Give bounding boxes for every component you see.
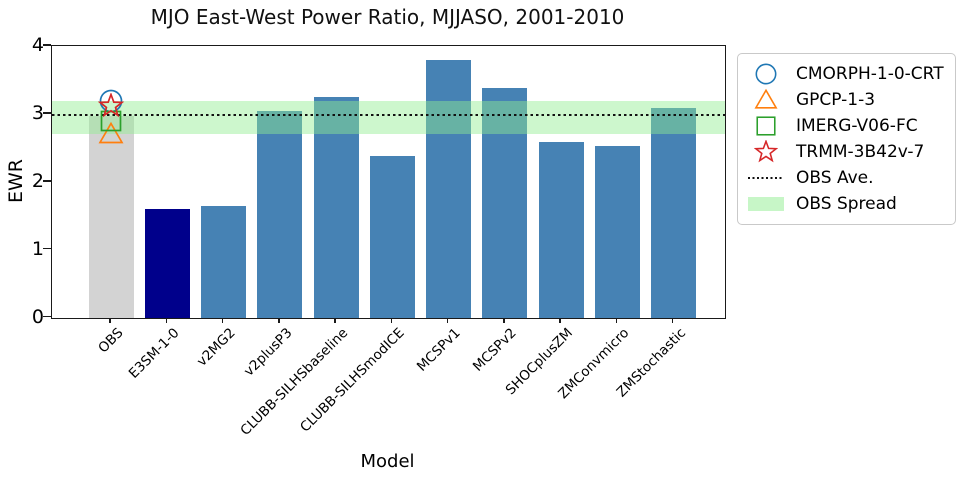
legend-item-CMORPH-1-0-CRT: CMORPH-1-0-CRT <box>746 61 949 87</box>
legend-item-obs-spread: OBS Spread <box>746 191 949 217</box>
x-tick-ZMStochastic <box>671 318 674 323</box>
bar-ZMStochastic <box>651 108 696 318</box>
x-tick-v2MG2 <box>221 318 224 323</box>
bar-v2MG2 <box>201 206 246 318</box>
bar-CLUBB-SILHSbaseline <box>313 96 359 318</box>
x-tick-OBS <box>109 318 111 323</box>
obs-ave-legend-sample <box>746 176 786 180</box>
bar-SHOCplusZM <box>538 142 584 318</box>
x-tick-label-CLUBB-SILHSmodICE: CLUBB-SILHSmodICE <box>297 324 408 435</box>
legend-item-TRMM-3B42v-7: TRMM-3B42v-7 <box>746 139 949 165</box>
chart-title: MJO East-West Power Ratio, MJJASO, 2001-… <box>150 5 625 29</box>
x-tick-MCSPv1 <box>446 318 449 323</box>
x-tick-CLUBB-SILHSbaseline <box>334 318 336 323</box>
bar-MCSPv2 <box>482 87 528 318</box>
x-tick-label-CLUBB-SILHSbaseline: CLUBB-SILHSbaseline <box>237 324 352 439</box>
x-tick-E3SM-1-0 <box>165 318 167 323</box>
y-tick-label-3: 3 <box>31 101 44 124</box>
spread-band-sample <box>748 197 784 211</box>
y-tick-label-1: 1 <box>31 237 44 260</box>
legend-item-GPCP-1-3: GPCP-1-3 <box>746 87 949 113</box>
legend-label: TRMM-3B42v-7 <box>796 142 925 162</box>
y-tick-label-2: 2 <box>31 169 44 192</box>
bar-v2plusP3 <box>257 110 303 318</box>
x-tick-MCSPv2 <box>503 318 505 323</box>
x-tick-v2plusP3 <box>278 318 280 323</box>
legend-label: CMORPH-1-0-CRT <box>796 64 944 84</box>
x-tick-label-MCSPv1: MCSPv1 <box>414 324 464 375</box>
obs-spread-legend-sample <box>746 197 786 211</box>
y-tick-label-4: 4 <box>31 34 44 56</box>
dotted-line-sample <box>748 176 784 180</box>
y-tick-2 <box>43 180 51 182</box>
CMORPH-1-0-CRT-legend-sample <box>746 62 786 86</box>
y-tick-3 <box>43 112 51 114</box>
legend: CMORPH-1-0-CRT GPCP-1-3 IMERG-V06-FC TRMM-3… <box>737 53 956 225</box>
bar-MCSPv1 <box>426 60 471 318</box>
y-tick-label-0: 0 <box>31 305 44 328</box>
x-tick-CLUBB-SILHSmodICE <box>390 318 392 323</box>
obs-spread-band <box>52 100 725 135</box>
y-tick-0 <box>43 315 51 318</box>
x-tick-SHOCplusZM <box>559 318 561 323</box>
legend-label: GPCP-1-3 <box>796 90 876 110</box>
x-tick-label-v2plusP3: v2plusP3 <box>240 324 296 380</box>
x-tick-ZMConvmicro <box>615 318 617 323</box>
obs-average-line <box>52 113 725 117</box>
legend-item-obs-ave: OBS Ave. <box>746 165 949 191</box>
legend-item-IMERG-V06-FC: IMERG-V06-FC <box>746 113 949 139</box>
y-tick-4 <box>43 44 51 46</box>
legend-label: OBS Spread <box>796 194 897 214</box>
legend-label: IMERG-V06-FC <box>796 116 918 136</box>
star-marker-TRMM-3B42v-7 <box>97 91 125 119</box>
TRMM-3B42v-7-legend-sample <box>746 140 786 164</box>
legend-items: CMORPH-1-0-CRT GPCP-1-3 IMERG-V06-FC TRMM-3… <box>746 61 949 217</box>
x-tick-label-E3SM-1-0: E3SM-1-0 <box>125 324 183 382</box>
bar-CLUBB-SILHSmodICE <box>369 156 415 318</box>
bar-ZMConvmicro <box>594 146 640 318</box>
x-tick-label-MCSPv2: MCSPv2 <box>470 324 521 375</box>
plot-area <box>51 45 726 319</box>
GPCP-1-3-legend-sample <box>746 88 786 112</box>
bar-OBS <box>88 116 134 318</box>
x-tick-label-v2MG2: v2MG2 <box>194 324 239 370</box>
triangle-marker-GPCP-1-3 <box>98 121 124 147</box>
x-axis-label: Model <box>360 451 415 472</box>
bar-E3SM-1-0 <box>144 208 190 318</box>
x-tick-label-OBS: OBS <box>95 324 127 356</box>
IMERG-V06-FC-legend-sample <box>746 114 786 138</box>
legend-label: OBS Ave. <box>796 168 874 188</box>
y-tick-1 <box>43 247 51 250</box>
